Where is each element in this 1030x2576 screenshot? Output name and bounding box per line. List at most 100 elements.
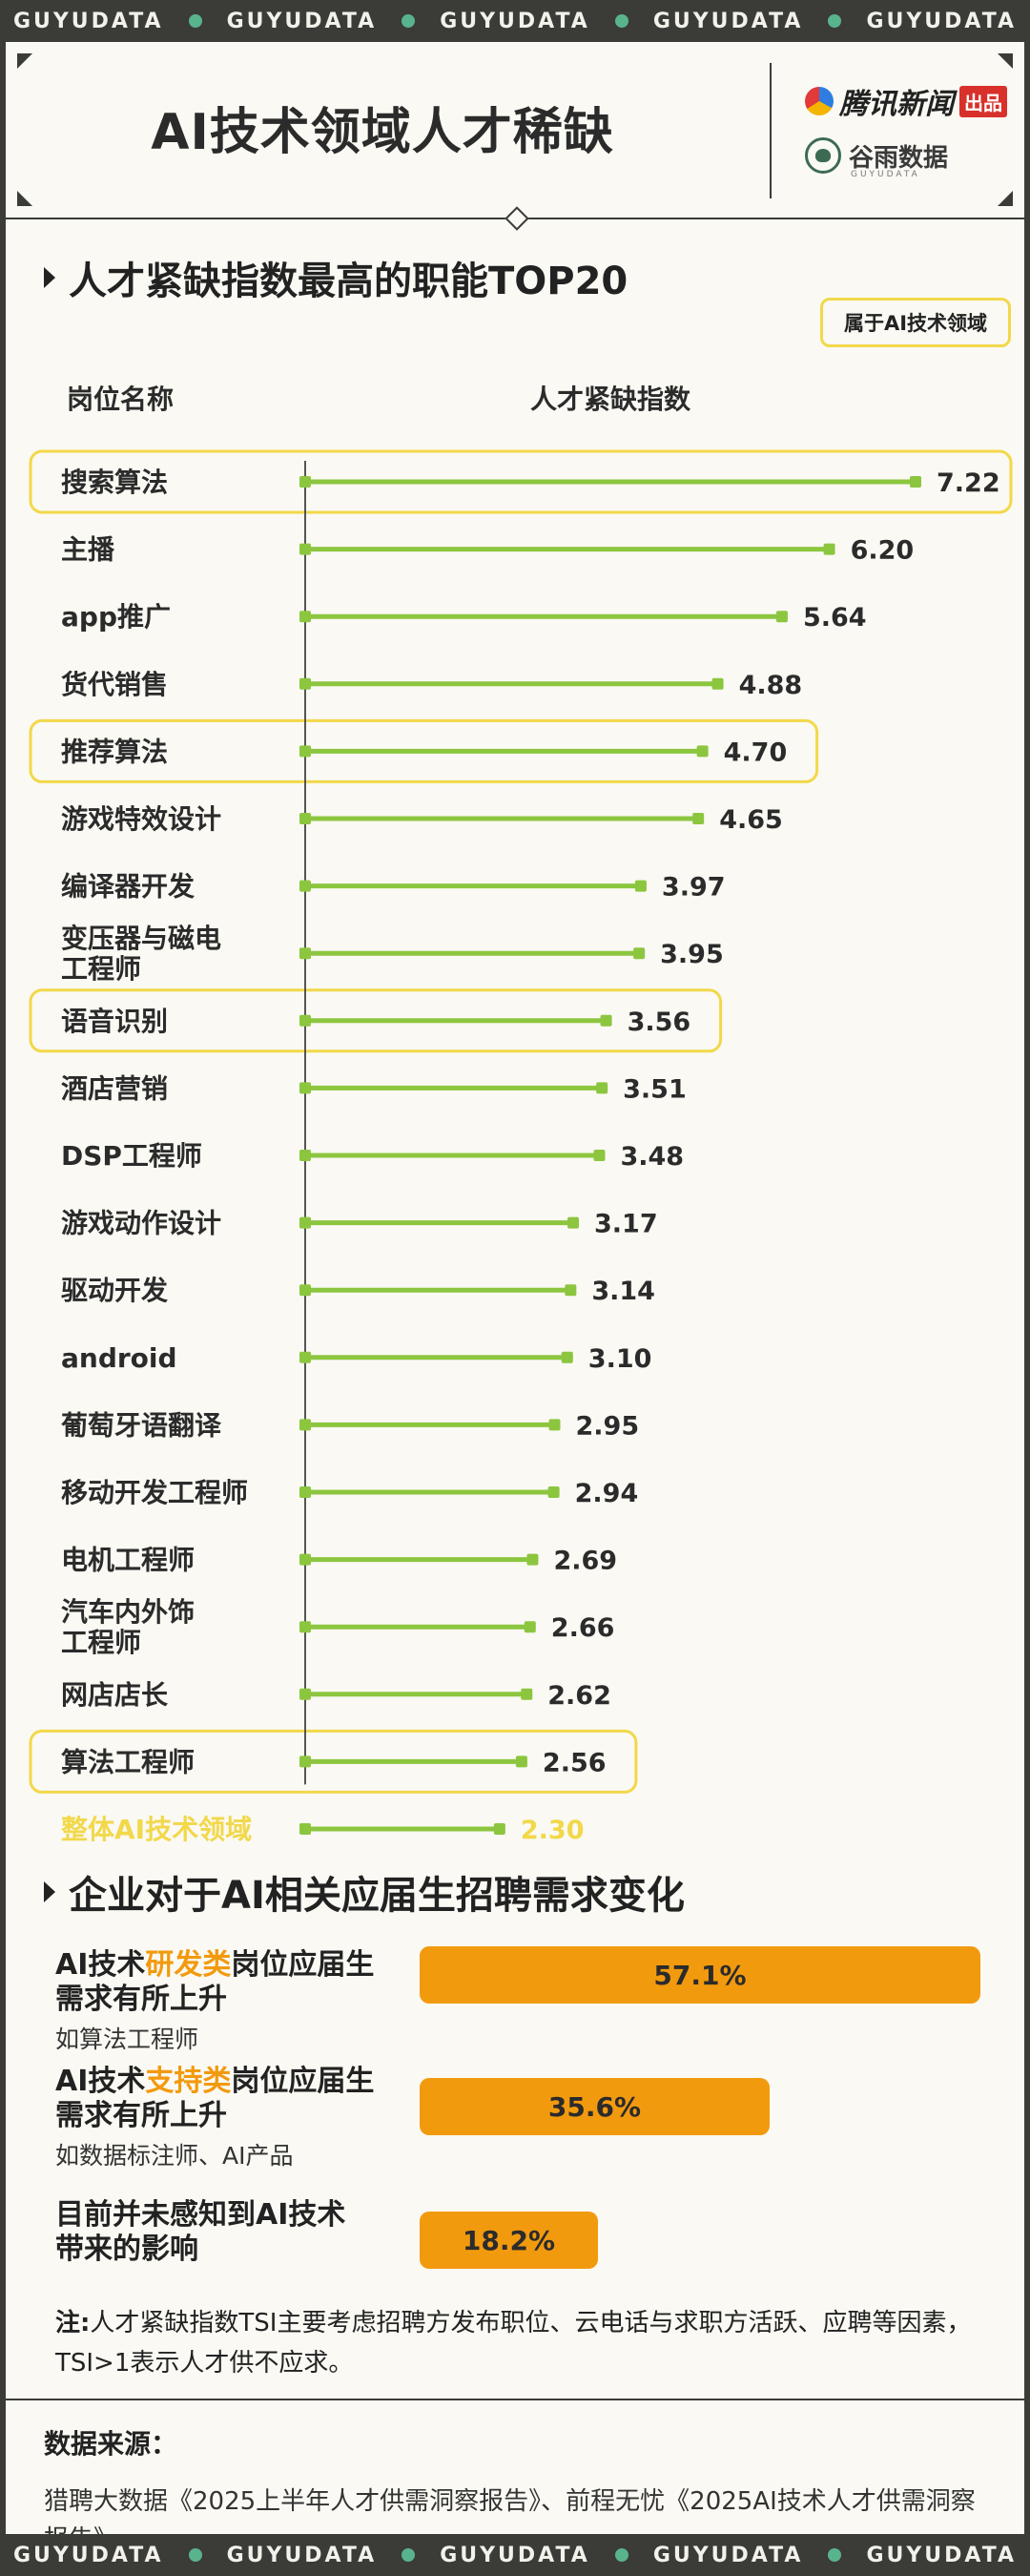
lollipop-start-marker: [299, 1553, 311, 1566]
ticker-dot: [614, 2548, 628, 2562]
triangle-bullet-icon: [44, 267, 55, 288]
value-label: 7.22: [937, 468, 1000, 498]
ticker-word: GUYUDATA: [652, 9, 804, 33]
category-label: 电机工程师: [61, 1545, 195, 1576]
category-label: 主播: [61, 534, 115, 566]
value-label: 2.62: [547, 1681, 611, 1711]
lollipop-end-marker: [526, 1553, 539, 1566]
ticker-dot: [828, 14, 842, 28]
category-label: 葡萄牙语翻译: [61, 1409, 222, 1441]
demand-bar: 57.1%: [420, 1946, 980, 2004]
ai-field-highlight-frame: [29, 988, 723, 1053]
category-label: 算法工程师: [61, 1746, 195, 1777]
source-title: 数据来源：: [44, 2428, 178, 2460]
brand-subtitle: GUYUDATA: [851, 170, 920, 179]
ai-field-highlight-frame: [29, 718, 819, 783]
ticker-word: GUYUDATA: [652, 2543, 804, 2567]
lollipop-end-marker: [493, 1823, 505, 1835]
column-header-index: 人才紧缺指数: [530, 384, 691, 415]
lollipop-start-marker: [299, 1486, 311, 1498]
category-label: 网店店长: [61, 1679, 168, 1711]
lollipop-start-marker: [299, 745, 311, 758]
category-label: 整体AI技术领域: [61, 1814, 252, 1845]
category-label: 货代销售: [61, 669, 168, 700]
section-title-top20: 人才紧缺指数最高的职能TOP20: [44, 250, 628, 305]
value-label: 2.94: [575, 1479, 639, 1508]
lollipop-end-marker: [566, 1216, 579, 1229]
lollipop-end-marker: [600, 1014, 612, 1027]
footnote-label: 注:: [55, 2309, 91, 2337]
lollipop-end-marker: [524, 1621, 536, 1633]
value-label: 2.56: [543, 1748, 607, 1777]
lollipop-start-marker: [299, 880, 311, 892]
page-title: AI技术领域人才稀缺: [151, 104, 614, 161]
value-label: 4.70: [724, 737, 788, 767]
value-label: 3.95: [660, 940, 724, 969]
demand-item-title: AI技术研发类岗位应届生 需求有所上升: [55, 1948, 375, 2016]
lollipop-end-marker: [633, 947, 646, 960]
demand-item-example: 如数据标注师、AI产品: [55, 2142, 294, 2170]
value-label: 2.30: [521, 1816, 585, 1845]
lollipop-start-marker: [299, 1351, 311, 1363]
column-header-position: 岗位名称: [67, 384, 175, 415]
lollipop-start-marker: [299, 611, 311, 623]
top-ticker: GUYUDATA GUYUDATA GUYUDATA GUYUDATA GUYU…: [0, 0, 1030, 42]
tsi-lollipop-chart: 搜索算法 7.22 主播 6.20 app推广 5.64 货代销售 4.88 推荐算法 4.70 游…: [29, 449, 1013, 1845]
lollipop-start-marker: [299, 1284, 311, 1297]
value-label: 5.64: [803, 603, 867, 633]
bottom-ticker: GUYUDATA GUYUDATA GUYUDATA GUYUDATA GUYU…: [0, 2534, 1030, 2576]
value-label: 4.88: [739, 671, 803, 700]
demand-bar: 35.6%: [420, 2078, 770, 2135]
ticker-word: GUYUDATA: [12, 9, 164, 33]
category-label: 游戏动作设计: [61, 1208, 221, 1239]
ticker-dot: [402, 2548, 416, 2562]
lollipop-end-marker: [548, 1419, 561, 1431]
lollipop-end-marker: [634, 880, 647, 892]
ticker-word: GUYUDATA: [226, 2543, 378, 2567]
value-label: 6.20: [851, 536, 915, 566]
demand-item-example: 如算法工程师: [55, 2025, 199, 2053]
ticker-dot: [614, 14, 628, 28]
value-label: 2.66: [551, 1613, 615, 1643]
ticker-word: GUYUDATA: [226, 9, 378, 33]
lollipop-end-marker: [910, 476, 921, 488]
ai-field-highlight-frame: [29, 449, 1013, 514]
category-label: 游戏特效设计: [61, 803, 221, 835]
value-label: 2.69: [553, 1547, 617, 1576]
lollipop-end-marker: [596, 1082, 608, 1094]
ai-field-highlight-frame: [29, 1729, 638, 1794]
lollipop-end-marker: [547, 1486, 560, 1498]
lollipop-start-marker: [299, 1755, 311, 1768]
corner-mark: [17, 53, 32, 69]
category-label: 酒店营销: [61, 1072, 168, 1104]
category-label: android: [61, 1342, 177, 1374]
category-label: 推荐算法: [61, 736, 168, 767]
guyu-data-logo-icon: [805, 137, 841, 174]
demand-bar: 18.2%: [420, 2212, 598, 2269]
category-label: 汽车内外饰工程师: [61, 1596, 195, 1658]
ticker-word: GUYUDATA: [866, 2543, 1018, 2567]
lollipop-start-marker: [299, 1823, 311, 1835]
section-title-demand: 企业对于AI相关应届生招聘需求变化: [44, 1864, 685, 1920]
infographic-panel: AI技术领域人才稀缺 腾讯新闻 出品 谷雨数据 GUYUDATA 人才紧缺指数最…: [6, 42, 1024, 2554]
tencent-news-logo-icon: [805, 87, 834, 115]
value-label: 3.10: [588, 1344, 652, 1374]
lollipop-start-marker: [299, 1688, 311, 1700]
demand-item-title: AI技术支持类岗位应届生 需求有所上升: [55, 2065, 375, 2132]
lollipop-end-marker: [692, 813, 705, 824]
category-label: 变压器与磁电工程师: [61, 923, 221, 985]
ticker-dot: [402, 14, 416, 28]
lollipop-start-marker: [299, 1621, 311, 1633]
value-label: 3.51: [623, 1074, 687, 1104]
demand-item-label: AI技术研发类岗位应届生 需求有所上升 如算法工程师: [55, 1948, 408, 2055]
lollipop-start-marker: [299, 1014, 311, 1027]
category-label: DSP工程师: [61, 1140, 202, 1172]
lollipop-end-marker: [515, 1755, 527, 1768]
lollipop-end-marker: [823, 543, 835, 555]
value-label: 3.56: [628, 1008, 691, 1037]
demand-item-title: 目前并未感知到AI技术 带来的影响: [55, 2198, 346, 2266]
lollipop-start-marker: [299, 1150, 311, 1161]
lollipop-end-marker: [565, 1284, 577, 1297]
ticker-word: GUYUDATA: [866, 9, 1018, 33]
diamond-ornament: [505, 206, 529, 231]
